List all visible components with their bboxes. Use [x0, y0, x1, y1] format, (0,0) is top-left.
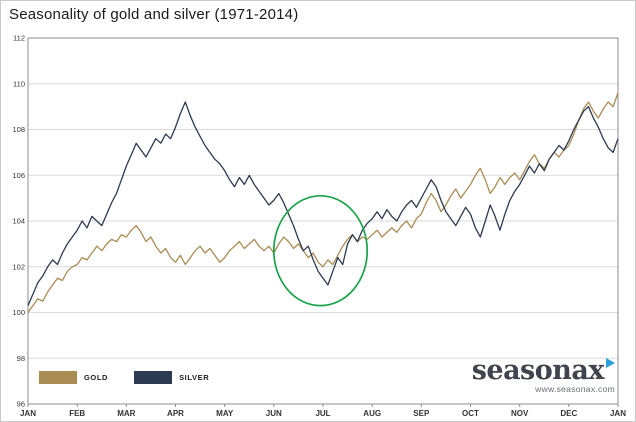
seasonax-triangle-icon: [606, 358, 615, 368]
legend-item-silver: SILVER: [134, 371, 209, 384]
svg-text:96: 96: [17, 400, 25, 409]
seasonality-line-chart: 96 98 100 102 104 106 108 110 112 JAN FEB MAR APR MAY…: [12, 34, 626, 419]
seasonax-url: www.seasonax.com: [535, 384, 615, 394]
svg-text:APR: APR: [167, 409, 184, 418]
svg-text:DEC: DEC: [560, 409, 577, 418]
svg-text:MAY: MAY: [216, 409, 234, 418]
svg-text:100: 100: [12, 308, 25, 317]
legend-item-gold: GOLD: [39, 371, 108, 384]
gold-swatch: [39, 371, 77, 384]
svg-text:JUL: JUL: [315, 409, 330, 418]
chart-title: Seasonality of gold and silver (1971-201…: [9, 6, 299, 23]
svg-text:104: 104: [12, 217, 25, 226]
svg-text:JUN: JUN: [266, 409, 282, 418]
svg-text:98: 98: [17, 354, 25, 363]
silver-legend-label: SILVER: [179, 373, 210, 382]
chart-area: 96 98 100 102 104 106 108 110 112 JAN FEB MAR APR MAY…: [1, 29, 635, 421]
svg-text:FEB: FEB: [69, 409, 85, 418]
svg-text:JAN: JAN: [20, 409, 36, 418]
svg-text:112: 112: [13, 34, 25, 43]
seasonax-wordmark: seasonax: [471, 355, 605, 386]
gold-legend-label: GOLD: [84, 373, 109, 382]
svg-text:AUG: AUG: [363, 409, 381, 418]
svg-text:MAR: MAR: [117, 409, 135, 418]
svg-text:108: 108: [12, 125, 25, 134]
svg-text:JAN: JAN: [610, 409, 626, 418]
svg-text:SEP: SEP: [413, 409, 430, 418]
chart-legend: GOLD SILVER: [39, 371, 209, 384]
svg-text:110: 110: [13, 79, 25, 88]
silver-swatch: [134, 371, 173, 384]
seasonax-logo: seasonax www.seasonax.com: [472, 357, 615, 394]
svg-text:NOV: NOV: [511, 409, 529, 418]
svg-text:102: 102: [12, 262, 25, 271]
svg-text:OCT: OCT: [462, 409, 479, 418]
svg-text:106: 106: [12, 171, 25, 180]
